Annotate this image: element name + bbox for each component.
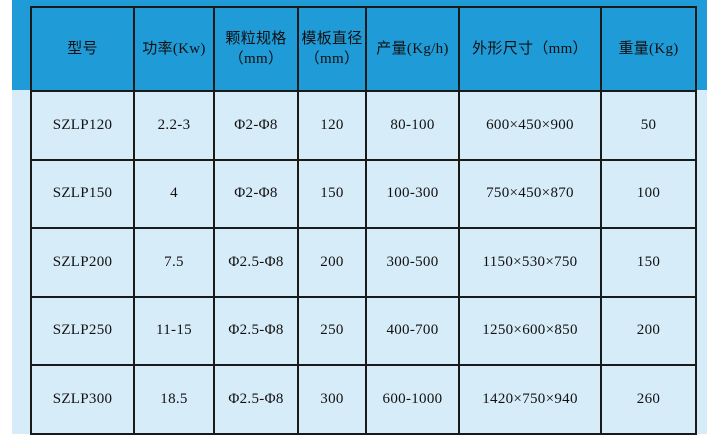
cell-model: SZLP250 [30,295,135,366]
table-row: SZLP200 7.5 Φ2.5-Φ8 200 300-500 1150×530… [30,227,697,298]
cell-die-diameter: 150 [297,158,367,229]
spec-table-body: SZLP120 2.2-3 Φ2-Φ8 120 80-100 600×450×9… [30,90,697,435]
spec-table: 型号 功率(Kw) 颗粒规格 （mm） 模板直径 （mm） 产量(Kg/h) 外… [30,6,697,435]
cell-output: 100-300 [365,158,460,229]
column-header-die-diameter: 模板直径 （mm） [297,6,367,92]
cell-power: 11-15 [133,295,215,366]
cell-die-diameter: 120 [297,90,367,161]
cell-dimensions: 1150×530×750 [458,227,602,298]
column-header-dimensions: 外形尺寸（mm） [458,6,602,92]
cell-die-diameter: 250 [297,295,367,366]
column-header-output: 产量(Kg/h) [365,6,460,92]
cell-dimensions: 1420×750×940 [458,364,602,435]
cell-weight: 50 [600,90,697,161]
cell-model: SZLP120 [30,90,135,161]
cell-pellet-spec: Φ2-Φ8 [213,158,299,229]
cell-pellet-spec: Φ2.5-Φ8 [213,295,299,366]
column-header-model: 型号 [30,6,135,92]
spec-table-header: 型号 功率(Kw) 颗粒规格 （mm） 模板直径 （mm） 产量(Kg/h) 外… [30,6,697,92]
cell-weight: 260 [600,364,697,435]
cell-output: 300-500 [365,227,460,298]
cell-dimensions: 1250×600×850 [458,295,602,366]
cell-dimensions: 600×450×900 [458,90,602,161]
cell-weight: 100 [600,158,697,229]
cell-weight: 200 [600,295,697,366]
cell-weight: 150 [600,227,697,298]
cell-model: SZLP150 [30,158,135,229]
cell-model: SZLP200 [30,227,135,298]
cell-power: 7.5 [133,227,215,298]
cell-dimensions: 750×450×870 [458,158,602,229]
table-row: SZLP300 18.5 Φ2.5-Φ8 300 600-1000 1420×7… [30,364,697,435]
cell-power: 18.5 [133,364,215,435]
cell-output: 400-700 [365,295,460,366]
cell-power: 2.2-3 [133,90,215,161]
cell-pellet-spec: Φ2.5-Φ8 [213,364,299,435]
cell-die-diameter: 300 [297,364,367,435]
table-row: SZLP120 2.2-3 Φ2-Φ8 120 80-100 600×450×9… [30,90,697,161]
column-header-power: 功率(Kw) [133,6,215,92]
table-row: SZLP150 4 Φ2-Φ8 150 100-300 750×450×870 … [30,158,697,229]
header-row: 型号 功率(Kw) 颗粒规格 （mm） 模板直径 （mm） 产量(Kg/h) 外… [30,6,697,92]
cell-output: 80-100 [365,90,460,161]
column-header-pellet-spec: 颗粒规格 （mm） [213,6,299,92]
cell-die-diameter: 200 [297,227,367,298]
cell-pellet-spec: Φ2-Φ8 [213,90,299,161]
table-row: SZLP250 11-15 Φ2.5-Φ8 250 400-700 1250×6… [30,295,697,366]
cell-model: SZLP300 [30,364,135,435]
cell-power: 4 [133,158,215,229]
column-header-weight: 重量(Kg) [600,6,697,92]
cell-pellet-spec: Φ2.5-Φ8 [213,227,299,298]
cell-output: 600-1000 [365,364,460,435]
